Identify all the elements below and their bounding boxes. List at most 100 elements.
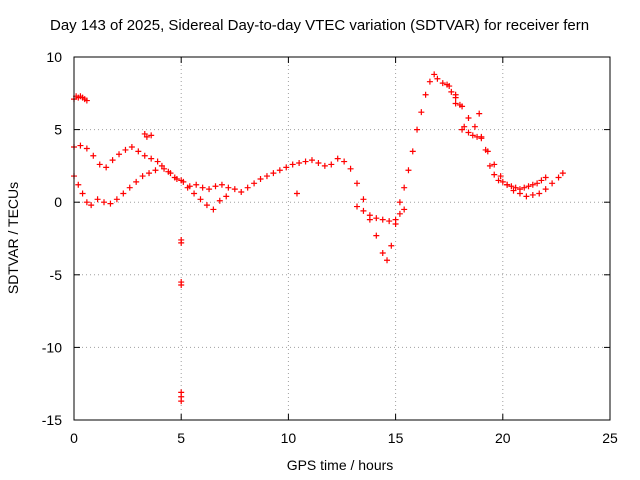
data-point <box>210 206 217 213</box>
data-point <box>148 155 155 162</box>
x-tick-label: 0 <box>70 430 78 446</box>
data-point <box>122 146 129 153</box>
data-point <box>139 173 146 180</box>
x-axis-label: GPS time / hours <box>287 457 394 473</box>
data-point <box>538 177 545 184</box>
data-point <box>107 200 114 207</box>
data-point <box>178 398 185 405</box>
data-point <box>334 155 341 162</box>
data-point <box>396 210 403 217</box>
data-point <box>109 157 116 164</box>
axis-ticks: 0 5 10 15 20 25 -15 -10 -5 0 5 10 <box>42 49 618 446</box>
data-point <box>476 110 483 117</box>
data-point <box>83 145 90 152</box>
data-point <box>499 178 506 185</box>
data-point <box>555 174 562 181</box>
y-tick-label: 5 <box>54 122 62 138</box>
data-point <box>379 250 386 257</box>
y-tick-label: -15 <box>42 412 62 428</box>
data-point <box>293 190 300 197</box>
data-point <box>525 183 532 190</box>
data-point <box>126 184 133 191</box>
data-point <box>452 94 459 101</box>
y-tick-label: 0 <box>54 194 62 210</box>
data-point <box>452 100 459 107</box>
data-point <box>465 114 472 121</box>
data-point <box>238 189 245 196</box>
data-point <box>474 133 481 140</box>
data-point <box>75 181 82 188</box>
data-point <box>79 190 86 197</box>
data-point <box>465 129 472 136</box>
data-points <box>71 71 566 405</box>
data-point <box>508 183 515 190</box>
data-point <box>103 164 110 171</box>
data-point <box>486 162 493 169</box>
data-point <box>434 75 441 82</box>
data-point <box>373 232 380 239</box>
data-point <box>405 167 412 174</box>
data-point <box>347 165 354 172</box>
data-point <box>401 184 408 191</box>
data-point <box>542 174 549 181</box>
grid <box>74 57 610 420</box>
y-tick-label: 10 <box>46 49 62 65</box>
data-point <box>354 203 361 210</box>
chart-title: Day 143 of 2025, Sidereal Day-to-day VTE… <box>50 17 589 34</box>
data-point <box>218 181 225 188</box>
x-tick-label: 25 <box>602 430 618 446</box>
data-point <box>549 180 556 187</box>
data-point <box>495 177 502 184</box>
data-point <box>529 191 536 198</box>
data-point <box>146 170 153 177</box>
data-point <box>431 71 438 78</box>
data-point <box>178 177 185 184</box>
data-point <box>296 159 303 166</box>
data-point <box>141 152 148 159</box>
data-point <box>197 196 204 203</box>
data-point <box>409 148 416 155</box>
data-point <box>401 206 408 213</box>
data-point <box>482 146 489 153</box>
x-tick-label: 10 <box>281 430 297 446</box>
data-point <box>302 158 309 165</box>
data-point <box>191 190 198 197</box>
data-point <box>270 170 277 177</box>
data-point <box>386 218 393 225</box>
data-point <box>178 281 185 288</box>
data-point <box>257 175 264 182</box>
data-point <box>289 161 296 168</box>
data-point <box>456 101 463 108</box>
data-point <box>77 142 84 149</box>
data-point <box>94 196 101 203</box>
x-tick-label: 15 <box>388 430 404 446</box>
data-point <box>231 186 238 193</box>
data-point <box>542 186 549 193</box>
data-point <box>512 184 519 191</box>
data-point <box>178 239 185 246</box>
data-point <box>360 207 367 214</box>
data-point <box>83 199 90 206</box>
y-tick-label: -5 <box>50 267 63 283</box>
data-point <box>418 109 425 116</box>
data-point <box>203 202 210 209</box>
data-point <box>341 158 348 165</box>
data-point <box>392 216 399 223</box>
data-point <box>263 173 270 180</box>
data-point <box>206 186 213 193</box>
data-point <box>491 161 498 168</box>
data-point <box>225 184 232 191</box>
data-point <box>283 164 290 171</box>
data-point <box>469 132 476 139</box>
x-tick-label: 20 <box>495 430 511 446</box>
data-point <box>244 184 251 191</box>
data-point <box>360 196 367 203</box>
data-point <box>321 162 328 169</box>
data-point <box>388 242 395 249</box>
data-point <box>491 171 498 178</box>
data-point <box>133 178 140 185</box>
data-point <box>184 184 191 191</box>
data-point <box>471 123 478 130</box>
data-point <box>143 133 150 140</box>
